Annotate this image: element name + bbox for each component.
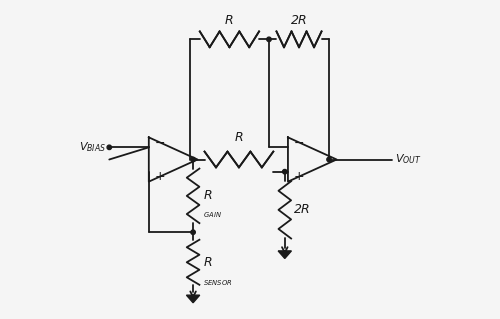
Text: $-$: $-$ [292, 136, 304, 149]
Text: $+$: $+$ [292, 170, 304, 183]
Circle shape [267, 37, 271, 41]
Text: $-$: $-$ [154, 136, 164, 149]
Text: $+$: $+$ [154, 170, 165, 183]
Text: $R$: $R$ [202, 189, 212, 202]
Text: $V_{OUT}$: $V_{OUT}$ [396, 152, 422, 167]
Text: $R$: $R$ [202, 256, 212, 269]
Text: 2R: 2R [290, 14, 308, 27]
Circle shape [327, 157, 332, 162]
Polygon shape [186, 295, 200, 303]
Text: R: R [234, 131, 243, 144]
Circle shape [191, 230, 196, 234]
Text: $_{SENSOR}$: $_{SENSOR}$ [202, 278, 232, 288]
Circle shape [107, 145, 112, 150]
Text: $V_{BIAS}$: $V_{BIAS}$ [79, 140, 106, 154]
Text: $_{GAIN}$: $_{GAIN}$ [202, 210, 222, 220]
Text: 2R: 2R [294, 203, 311, 216]
Text: R: R [225, 14, 234, 27]
Circle shape [282, 169, 287, 174]
Circle shape [191, 157, 196, 162]
Polygon shape [278, 251, 291, 258]
